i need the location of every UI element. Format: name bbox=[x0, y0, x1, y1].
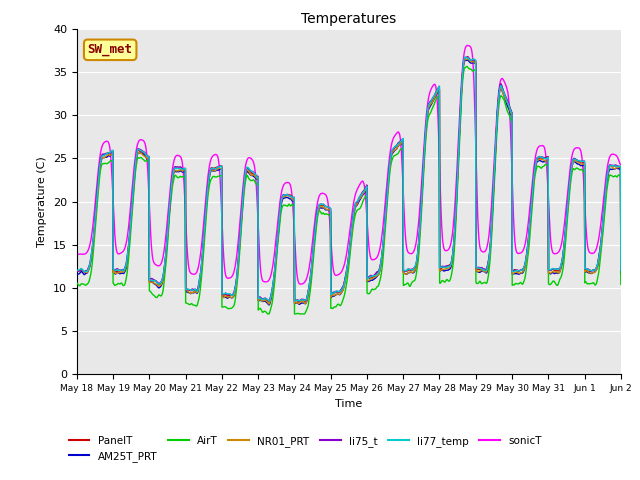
PanelT bbox=[296, 300, 303, 305]
Text: SW_met: SW_met bbox=[88, 43, 132, 56]
li77_temp bbox=[570, 157, 577, 163]
Title: Temperatures: Temperatures bbox=[301, 12, 396, 26]
li77_temp bbox=[73, 267, 81, 273]
sonicT bbox=[297, 281, 305, 287]
sonicT bbox=[225, 276, 232, 281]
li77_temp bbox=[461, 54, 468, 60]
li77_temp bbox=[265, 298, 273, 304]
Line: sonicT: sonicT bbox=[77, 46, 621, 284]
sonicT bbox=[617, 162, 625, 168]
AirT bbox=[617, 281, 625, 287]
AM25T_PRT bbox=[570, 159, 577, 165]
AirT bbox=[508, 119, 515, 124]
AM25T_PRT bbox=[508, 112, 515, 118]
AirT bbox=[225, 306, 232, 312]
AM25T_PRT bbox=[265, 302, 273, 308]
AM25T_PRT bbox=[73, 272, 81, 277]
Line: NR01_PRT: NR01_PRT bbox=[77, 59, 621, 304]
NR01_PRT bbox=[73, 268, 81, 274]
sonicT bbox=[508, 145, 515, 151]
PanelT bbox=[365, 276, 372, 281]
li75_t bbox=[73, 267, 81, 273]
sonicT bbox=[73, 252, 81, 257]
NR01_PRT bbox=[508, 111, 515, 117]
AirT bbox=[463, 63, 470, 69]
li75_t bbox=[508, 108, 515, 114]
sonicT bbox=[570, 148, 577, 154]
NR01_PRT bbox=[617, 267, 625, 273]
AirT bbox=[584, 281, 592, 287]
NR01_PRT bbox=[225, 294, 232, 300]
li75_t bbox=[570, 156, 577, 162]
AirT bbox=[570, 166, 577, 172]
AirT bbox=[376, 276, 384, 281]
li77_temp bbox=[617, 267, 625, 273]
li75_t bbox=[464, 54, 472, 60]
PanelT bbox=[464, 54, 472, 60]
AirT bbox=[264, 311, 271, 317]
li77_temp bbox=[584, 267, 592, 273]
sonicT bbox=[464, 43, 472, 48]
X-axis label: Time: Time bbox=[335, 399, 362, 408]
li75_t bbox=[617, 267, 625, 273]
PanelT bbox=[617, 270, 625, 276]
sonicT bbox=[365, 240, 372, 246]
li75_t bbox=[376, 262, 384, 268]
li77_temp bbox=[225, 291, 232, 297]
PanelT bbox=[73, 268, 81, 274]
Line: PanelT: PanelT bbox=[77, 57, 621, 302]
NR01_PRT bbox=[464, 56, 472, 61]
sonicT bbox=[584, 247, 592, 252]
PanelT bbox=[376, 262, 384, 268]
AM25T_PRT bbox=[464, 57, 472, 63]
Legend: PanelT, AM25T_PRT, AirT, NR01_PRT, li75_t, li77_temp, sonicT: PanelT, AM25T_PRT, AirT, NR01_PRT, li75_… bbox=[65, 432, 546, 466]
NR01_PRT bbox=[570, 159, 577, 165]
AM25T_PRT bbox=[376, 265, 384, 271]
PanelT bbox=[225, 293, 232, 299]
Line: AM25T_PRT: AM25T_PRT bbox=[77, 60, 621, 305]
AM25T_PRT bbox=[617, 271, 625, 276]
NR01_PRT bbox=[376, 265, 384, 271]
Y-axis label: Temperature (C): Temperature (C) bbox=[37, 156, 47, 247]
AM25T_PRT bbox=[365, 278, 372, 284]
AM25T_PRT bbox=[584, 270, 592, 276]
li77_temp bbox=[365, 275, 372, 281]
li75_t bbox=[265, 298, 273, 304]
li75_t bbox=[225, 291, 232, 297]
PanelT bbox=[508, 108, 515, 114]
NR01_PRT bbox=[584, 269, 592, 275]
Line: li77_temp: li77_temp bbox=[77, 57, 621, 301]
Line: AirT: AirT bbox=[77, 66, 621, 314]
Line: li75_t: li75_t bbox=[77, 57, 621, 301]
PanelT bbox=[584, 269, 592, 275]
NR01_PRT bbox=[265, 301, 273, 307]
NR01_PRT bbox=[365, 277, 372, 283]
AirT bbox=[73, 280, 81, 286]
AirT bbox=[365, 291, 372, 297]
AM25T_PRT bbox=[225, 295, 232, 300]
PanelT bbox=[570, 157, 577, 163]
li75_t bbox=[584, 266, 592, 272]
li75_t bbox=[365, 274, 372, 280]
li77_temp bbox=[508, 109, 515, 115]
sonicT bbox=[376, 243, 384, 249]
li77_temp bbox=[376, 263, 384, 268]
